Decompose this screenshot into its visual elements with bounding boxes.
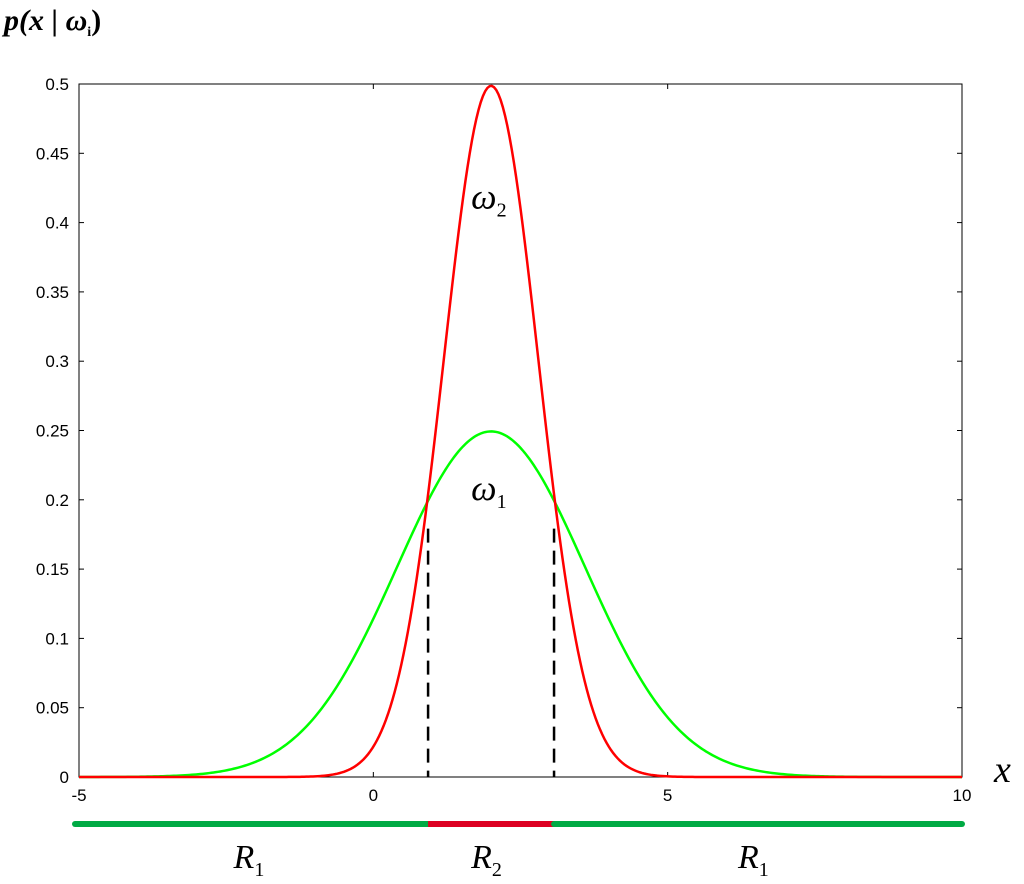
region-labels: R1 R2 R1 — [233, 839, 769, 881]
x-tick-label: 10 — [953, 786, 972, 805]
region-label: R2 — [470, 839, 502, 881]
x-tick-label: -5 — [71, 786, 86, 805]
y-axis-label-sub: i — [87, 25, 91, 40]
plot-area — [78, 83, 963, 778]
region-label: R1 — [233, 839, 265, 881]
series-line-ω2 — [79, 84, 962, 779]
y-tick-label: 0.35 — [36, 283, 69, 302]
y-tick-label: 0.5 — [45, 75, 69, 94]
series-label-ω2: ω2 — [471, 177, 506, 222]
x-ticks: -5 0 5 10 — [71, 84, 971, 805]
x-axis-label: x — [993, 749, 1011, 791]
region-label: R1 — [737, 839, 769, 881]
series-label-ω1: ω1 — [471, 468, 506, 513]
x-tick-label: 0 — [369, 786, 378, 805]
y-tick-label: 0 — [60, 768, 69, 787]
series-labels: ω1 ω2 — [471, 177, 506, 513]
y-tick-label: 0.3 — [45, 352, 69, 371]
decision-boundaries — [426, 528, 556, 777]
y-ticks: 0 0.05 0.1 0.15 0.2 0.25 0.3 0.35 0.4 0.45 0.5 — [36, 75, 962, 787]
y-axis-label: p(x | ωi) — [1, 4, 101, 40]
curves — [78, 84, 962, 779]
y-tick-label: 0.4 — [45, 214, 69, 233]
y-axis-label-main: p(x | ω — [1, 4, 87, 37]
y-tick-label: 0.2 — [45, 491, 69, 510]
y-tick-label: 0.05 — [36, 699, 69, 718]
y-axis-label-close: ) — [91, 4, 101, 37]
y-tick-label: 0.45 — [36, 144, 69, 163]
y-tick-label: 0.15 — [36, 560, 69, 579]
x-tick-label: 5 — [663, 786, 672, 805]
y-tick-label: 0.1 — [45, 629, 69, 648]
y-tick-label: 0.25 — [36, 422, 69, 441]
